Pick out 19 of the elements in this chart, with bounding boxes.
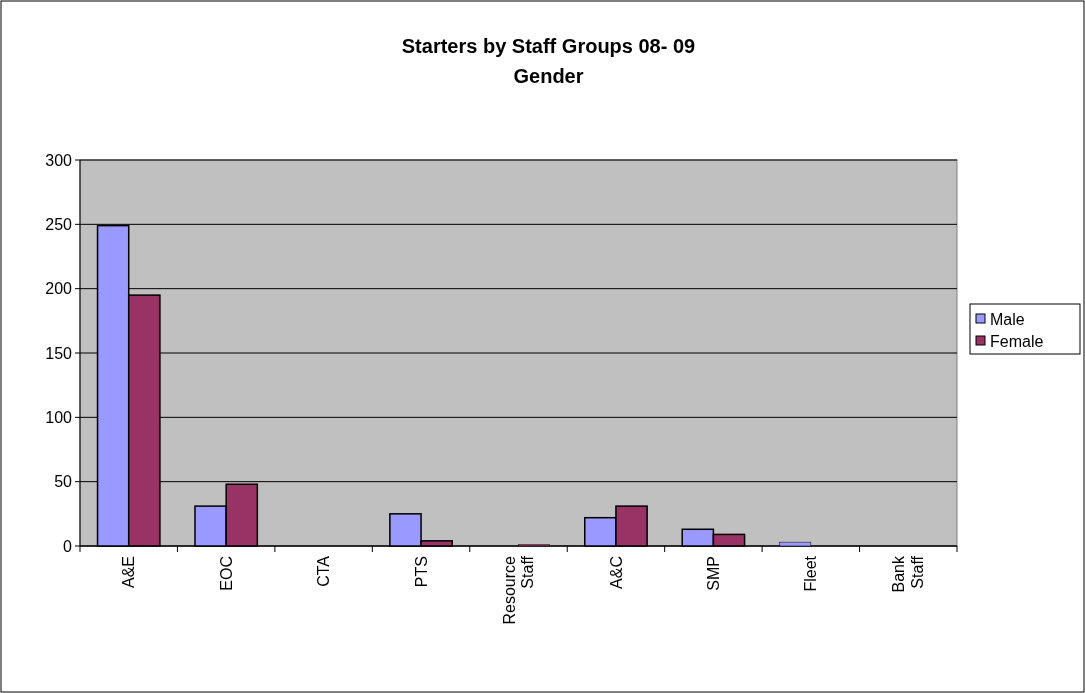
x-tick-label: Resource Staff <box>500 555 536 625</box>
x-tick-label: Bank Staff <box>890 555 926 593</box>
x-tick-label: PTS <box>412 556 430 588</box>
y-tick-label: 150 <box>45 344 73 362</box>
y-tick-label: 100 <box>45 408 73 426</box>
x-tick-label: CTA <box>315 555 333 587</box>
legend-label: Female <box>990 332 1044 350</box>
y-tick-label: 0 <box>63 537 73 555</box>
x-tick-label: SMP <box>704 556 722 591</box>
y-tick-label: 200 <box>45 280 73 298</box>
y-tick-label: 300 <box>45 151 73 169</box>
legend-label: Male <box>990 310 1025 328</box>
y-tick-label: 250 <box>45 215 73 233</box>
x-tick-label: A&C <box>607 556 625 589</box>
x-tick-label: A&E <box>120 556 138 589</box>
x-tick-label: Fleet <box>802 555 820 592</box>
x-tick-label: EOC <box>217 556 235 591</box>
y-tick-label: 50 <box>54 473 73 491</box>
chart-title: Starters by Staff Groups 08- 09 Gender <box>401 35 696 87</box>
